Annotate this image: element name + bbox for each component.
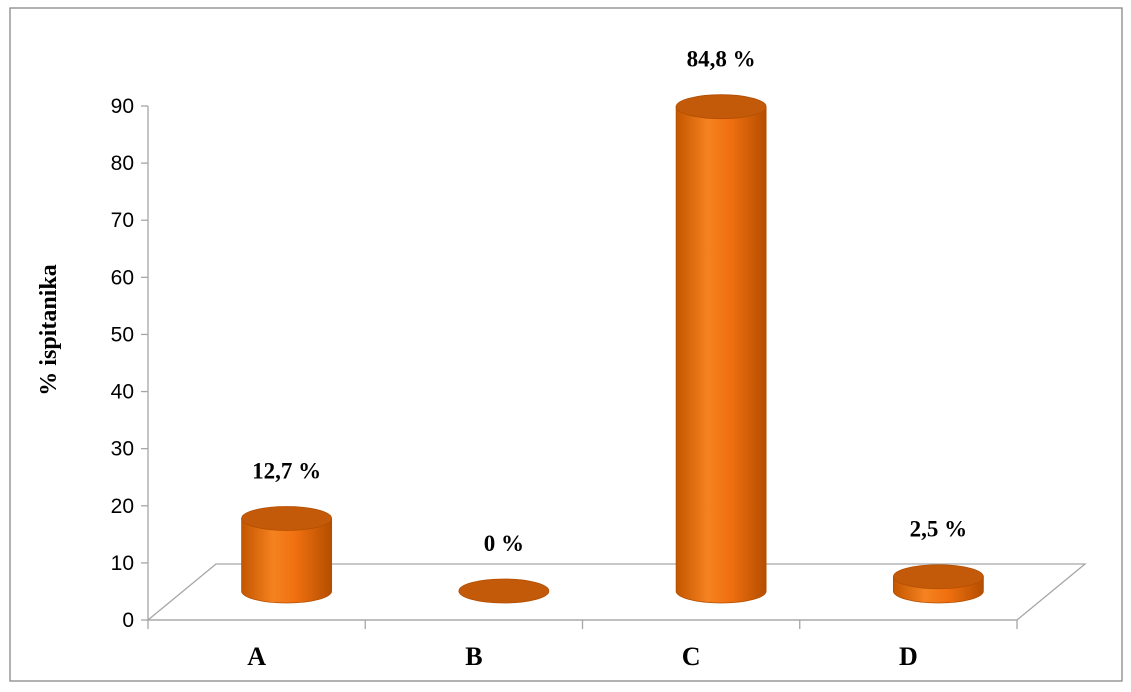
bar-top (458, 578, 550, 604)
bar (675, 94, 767, 604)
y-tick-label: 60 (111, 266, 134, 289)
chart-border (9, 7, 1123, 682)
y-tick-label: 90 (111, 95, 134, 118)
y-tick-label: 70 (111, 209, 134, 232)
x-tick-label: A (247, 642, 266, 671)
y-tick-label: 0 (122, 609, 134, 632)
y-tick-label: 20 (111, 495, 134, 518)
data-label: 0 % (484, 531, 524, 556)
y-tick-label: 80 (111, 152, 134, 175)
bar-top (675, 94, 767, 120)
x-tick-label: C (682, 642, 701, 671)
y-tick-label: 10 (111, 552, 134, 575)
x-tick-label: B (465, 642, 482, 671)
bar (892, 564, 984, 604)
y-tick-label: 50 (111, 323, 134, 346)
data-label: 84,8 % (687, 47, 756, 72)
data-label: 12,7 % (252, 458, 321, 483)
data-label: 2,5 % (910, 517, 968, 542)
y-axis-title: % ispitanika (36, 264, 62, 395)
bar-top (892, 564, 984, 590)
y-tick-label: 30 (111, 438, 134, 461)
bar-body (675, 106, 767, 604)
bar-top (241, 506, 333, 531)
x-tick-label: D (899, 642, 918, 671)
bar (241, 506, 333, 604)
y-tick-label: 40 (111, 381, 134, 404)
bar-body (241, 518, 333, 604)
bar (458, 578, 550, 604)
